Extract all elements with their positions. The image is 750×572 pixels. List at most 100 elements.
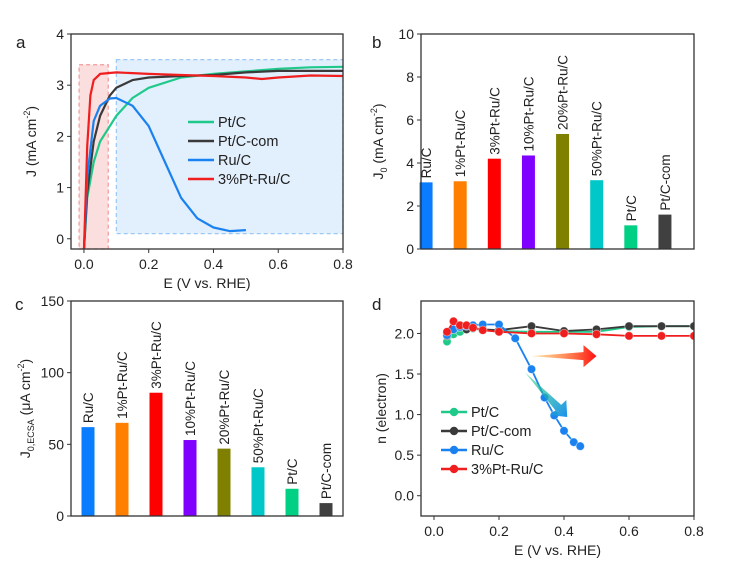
bar-label: 10%Pt-Ru/C [521, 76, 536, 151]
y-tick-label: 150 [41, 293, 65, 309]
legend-marker [449, 426, 459, 436]
series-line-0 [82, 65, 343, 249]
x-tick-label: 0.8 [684, 523, 704, 539]
bar-label: 50%Pt-Ru/C [590, 101, 605, 176]
y-label-part: 0,ECSA [26, 419, 36, 451]
bar-label: 3%Pt-Ru/C [487, 87, 502, 155]
y-label-part: -2 [16, 363, 26, 371]
y-label-part: 0 [379, 168, 389, 173]
plot-frame [70, 300, 344, 517]
shaded-region [115, 58, 344, 235]
bar-label: 1%Pt-Ru/C [115, 351, 130, 419]
bar [149, 392, 163, 516]
y-tick-label: 2 [56, 128, 64, 144]
data-point [510, 333, 520, 343]
bar-label: 10%Pt-Ru/C [183, 361, 198, 436]
data-point [494, 327, 504, 337]
x-axis-label: E (V vs. RHE) [514, 542, 601, 558]
x-tick-label: 0.6 [619, 523, 639, 539]
series-line-2 [82, 96, 246, 249]
legend-label: Ru/C [218, 153, 251, 169]
y-tick-label: 0 [406, 241, 414, 257]
y-axis-label: J0,ECSA (μA cm-2) [16, 359, 36, 458]
y-tick-label: 0 [56, 508, 64, 524]
bar [251, 467, 265, 516]
y-label-part: ) [23, 106, 39, 111]
x-tick-label: 0.4 [204, 256, 224, 272]
legend-label: Pt/C [218, 115, 246, 131]
bar-label: Ru/C [419, 147, 434, 178]
bar-label: 1%Pt-Ru/C [453, 110, 468, 178]
x-tick-label: 0.6 [269, 256, 289, 272]
bar [183, 440, 197, 516]
series-group [442, 316, 694, 451]
bar [319, 503, 333, 516]
y-tick-label: 4 [406, 155, 414, 171]
plot-frame [420, 300, 695, 517]
legend-label: Pt/C-com [471, 424, 531, 440]
shaded-region [78, 64, 109, 250]
panel-letter: b [372, 33, 381, 52]
bar-label: Ru/C [81, 392, 96, 423]
bar [115, 422, 129, 516]
bar [521, 155, 535, 249]
panel-d: d 0.0 0.5 1.0 1.5 2.0 0.0 0.2 0.4 0.6 0.8 E (V vs. … [372, 295, 704, 558]
y-tick-label: 2.0 [395, 325, 415, 341]
bar-label: Pt/C [624, 195, 639, 222]
legend-label: Ru/C [471, 443, 504, 459]
y-tick-label: 10 [398, 26, 414, 42]
bar-label: 3%Pt-Ru/C [149, 321, 164, 389]
bar [81, 427, 95, 516]
y-label-part: J [17, 451, 33, 458]
data-point [656, 331, 667, 341]
y-tick-label: 1.5 [395, 366, 415, 382]
data-point [526, 328, 537, 339]
y-tick-label: 2 [406, 198, 414, 214]
y-tick-label: 1.0 [395, 407, 415, 423]
x-tick-label: 0.2 [489, 523, 509, 539]
plot-frame [420, 33, 695, 250]
bar-label: 50%Pt-Ru/C [251, 388, 266, 463]
arrow-annotation [525, 372, 568, 418]
y-label-part: ) [17, 359, 33, 364]
x-tick-label: 0.2 [139, 256, 159, 272]
bar [590, 180, 604, 249]
y-label-part: -2 [369, 108, 379, 116]
y-axis-label: n (electron) [373, 373, 389, 444]
x-tick-label: 0.4 [554, 523, 574, 539]
y-label-part: (mA cm [370, 116, 386, 167]
y-label-part: (μA cm [17, 371, 33, 419]
bar [624, 225, 638, 249]
data-point [478, 325, 488, 335]
legend-label: Pt/C-com [218, 134, 278, 150]
y-label-part: n (electron) [373, 373, 389, 444]
bar [453, 181, 467, 249]
series-line-3 [82, 71, 343, 249]
bar [556, 133, 570, 249]
arrow-annotation [531, 345, 597, 368]
data-point [559, 328, 569, 339]
panel-a: a 0 1 2 3 4 0.0 0.2 0.4 0.6 0.8 E (V vs. RHE) J (mA … [16, 26, 353, 291]
plot-frame [70, 33, 344, 250]
data-point [448, 316, 459, 326]
data-point [624, 331, 634, 341]
bar [217, 448, 231, 516]
data-point [559, 426, 569, 436]
y-label-part: ) [370, 103, 386, 108]
y-label-part: -2 [22, 111, 32, 119]
legend-marker [449, 464, 459, 474]
y-tick-label: 100 [41, 365, 65, 381]
y-tick-label: 4 [56, 26, 64, 42]
series-group [82, 65, 343, 249]
y-tick-label: 50 [48, 436, 64, 452]
data-point [569, 437, 579, 447]
x-axis-label: E (V vs. RHE) [163, 275, 250, 291]
legend-marker [449, 445, 459, 455]
y-tick-label: 0.0 [395, 488, 415, 504]
y-tick-label: 3 [56, 77, 64, 93]
bar-label: Pt/C [285, 458, 300, 485]
y-label-part: J (mA cm [23, 119, 39, 177]
legend-label: 3%Pt-Ru/C [218, 172, 291, 188]
